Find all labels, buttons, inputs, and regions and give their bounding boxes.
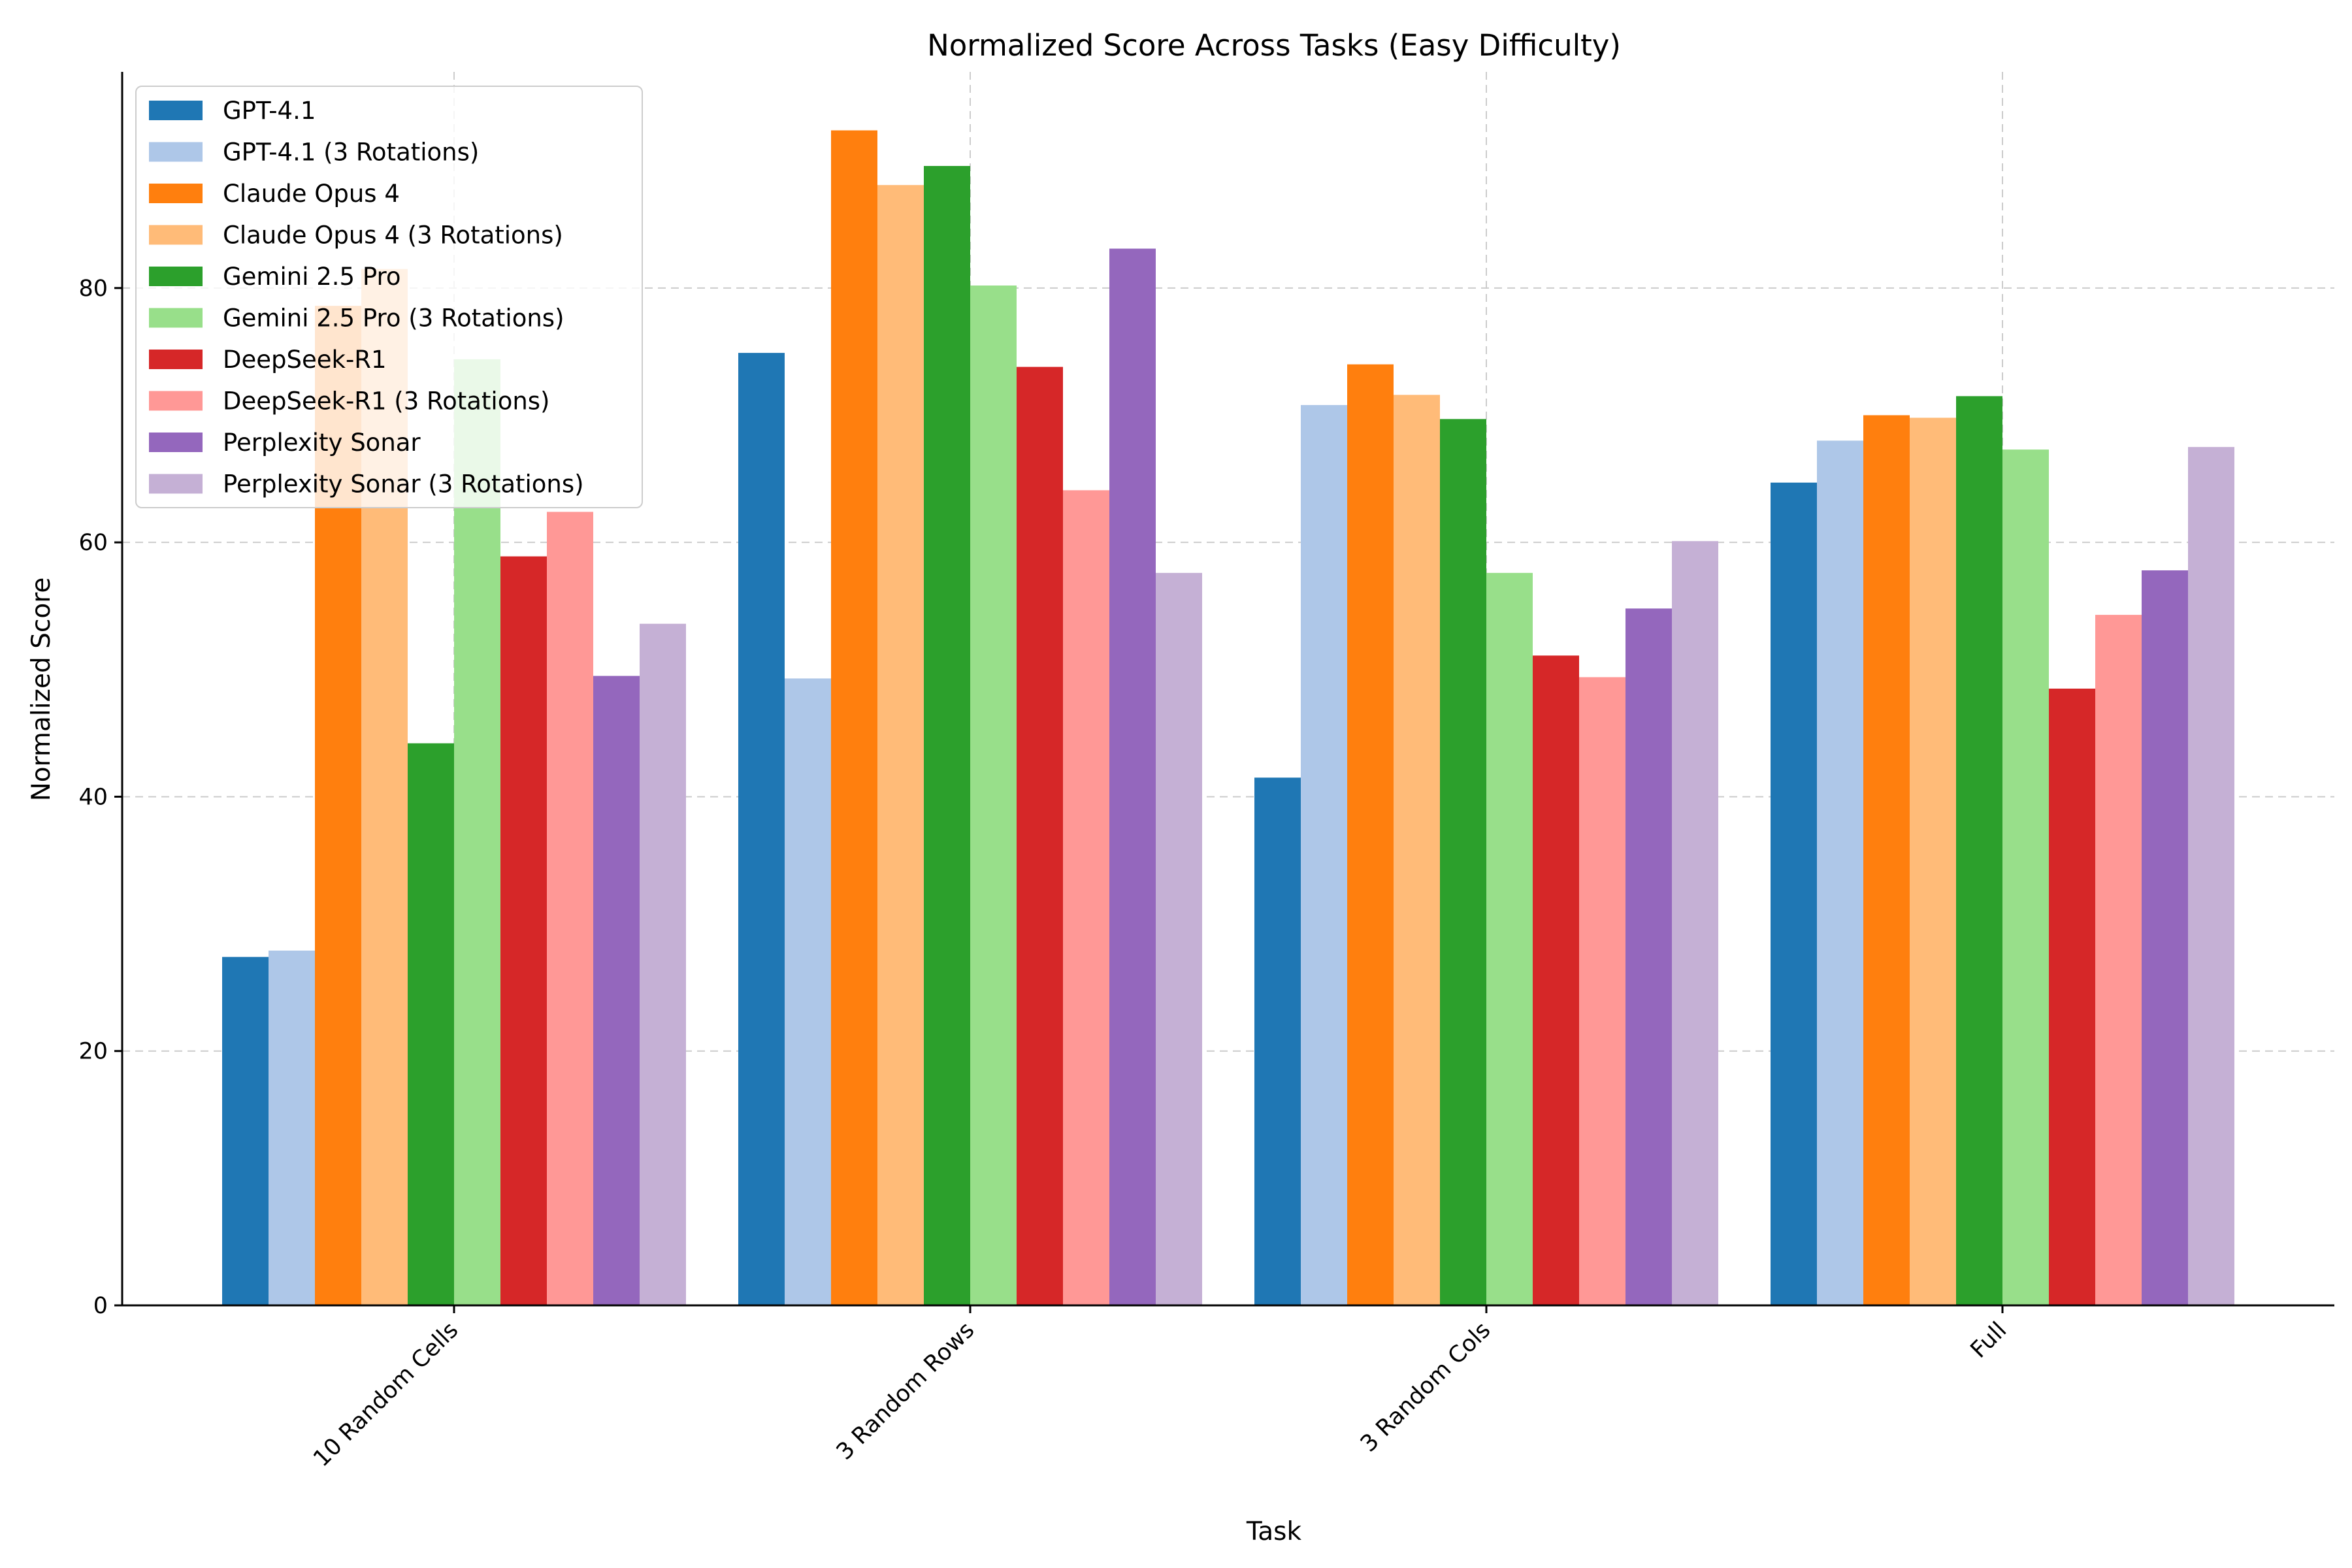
legend-swatch [149,433,203,452]
x-tick-label: Full [1966,1317,2012,1364]
bar [970,285,1017,1306]
bar [1771,482,1817,1305]
x-tick-label: 3 Random Rows [832,1317,980,1465]
legend-label: Claude Opus 4 [223,180,400,208]
bar [1440,419,1486,1305]
legend-label: Claude Opus 4 (3 Rotations) [223,221,563,250]
bar [1863,415,1910,1305]
bar [2002,449,2049,1305]
bar [454,359,500,1305]
legend-swatch [149,101,203,120]
bar [924,166,970,1306]
x-axis-label: Task [1246,1517,1302,1546]
legend-swatch [149,308,203,328]
bar [593,676,640,1305]
bars [222,130,2234,1306]
bar [1156,572,1202,1305]
bar [1956,396,2002,1306]
y-tick-label: 60 [78,530,108,556]
legend-box [135,86,643,508]
x-tick-label: 3 Random Cols [1356,1317,1495,1457]
bar [1579,677,1625,1305]
bar [877,185,924,1305]
legend-label: GPT-4.1 (3 Rotations) [223,139,479,167]
bar [1017,367,1063,1305]
legend-label: DeepSeek-R1 [223,346,387,374]
chart-title: Normalized Score Across Tasks (Easy Diff… [927,28,1621,63]
legend-swatch [149,184,203,203]
bar [1301,404,1347,1306]
bar [1817,440,1863,1305]
legend-label: Gemini 2.5 Pro (3 Rotations) [223,304,564,333]
bar [1486,572,1533,1305]
legend-swatch [149,225,203,245]
y-tick-label: 80 [78,276,108,302]
bar [408,743,454,1305]
y-tick-label: 20 [78,1039,108,1065]
y-ticks: 0 20 40 60 80 [78,276,122,1319]
legend-swatch [149,474,203,494]
bar [1625,608,1672,1305]
bar [785,678,831,1305]
y-tick-label: 0 [93,1293,108,1319]
y-tick-label: 40 [78,784,108,810]
bar [1254,777,1301,1305]
legend-label: Gemini 2.5 Pro [223,263,401,291]
bar [738,353,785,1305]
bar [1533,655,1579,1305]
y-axis-label: Normalized Score [27,578,56,802]
bar [2095,615,2142,1305]
legend-label: DeepSeek-R1 (3 Rotations) [223,387,550,416]
bar [1394,395,1440,1305]
bar [500,556,547,1306]
bar [1672,541,1718,1306]
bar [547,512,593,1305]
legend-label: Perplexity Sonar [223,429,421,457]
bar [222,956,269,1305]
legend-swatch [149,142,203,162]
bar [2049,689,2095,1305]
bar [2142,570,2188,1305]
bar [269,950,315,1305]
bar [1063,490,1109,1305]
axes [121,72,2334,1307]
legend-swatch [149,267,203,286]
legend: GPT-4.1 GPT-4.1 (3 Rotations) Claude Opus … [135,86,643,508]
bar [1347,364,1394,1305]
x-ticks: 10 Random Cells 3 Random Rows 3 Random Col… [308,1305,2012,1472]
legend-swatch [149,350,203,369]
legend-label: GPT-4.1 [223,97,316,125]
bar [2188,447,2234,1305]
x-tick-label: 10 Random Cells [308,1317,463,1472]
bar [1109,248,1156,1305]
legend-label: Perplexity Sonar (3 Rotations) [223,470,584,498]
bar [1910,417,1956,1305]
bar [831,130,877,1305]
legend-swatch [149,391,203,411]
bar [640,623,686,1305]
